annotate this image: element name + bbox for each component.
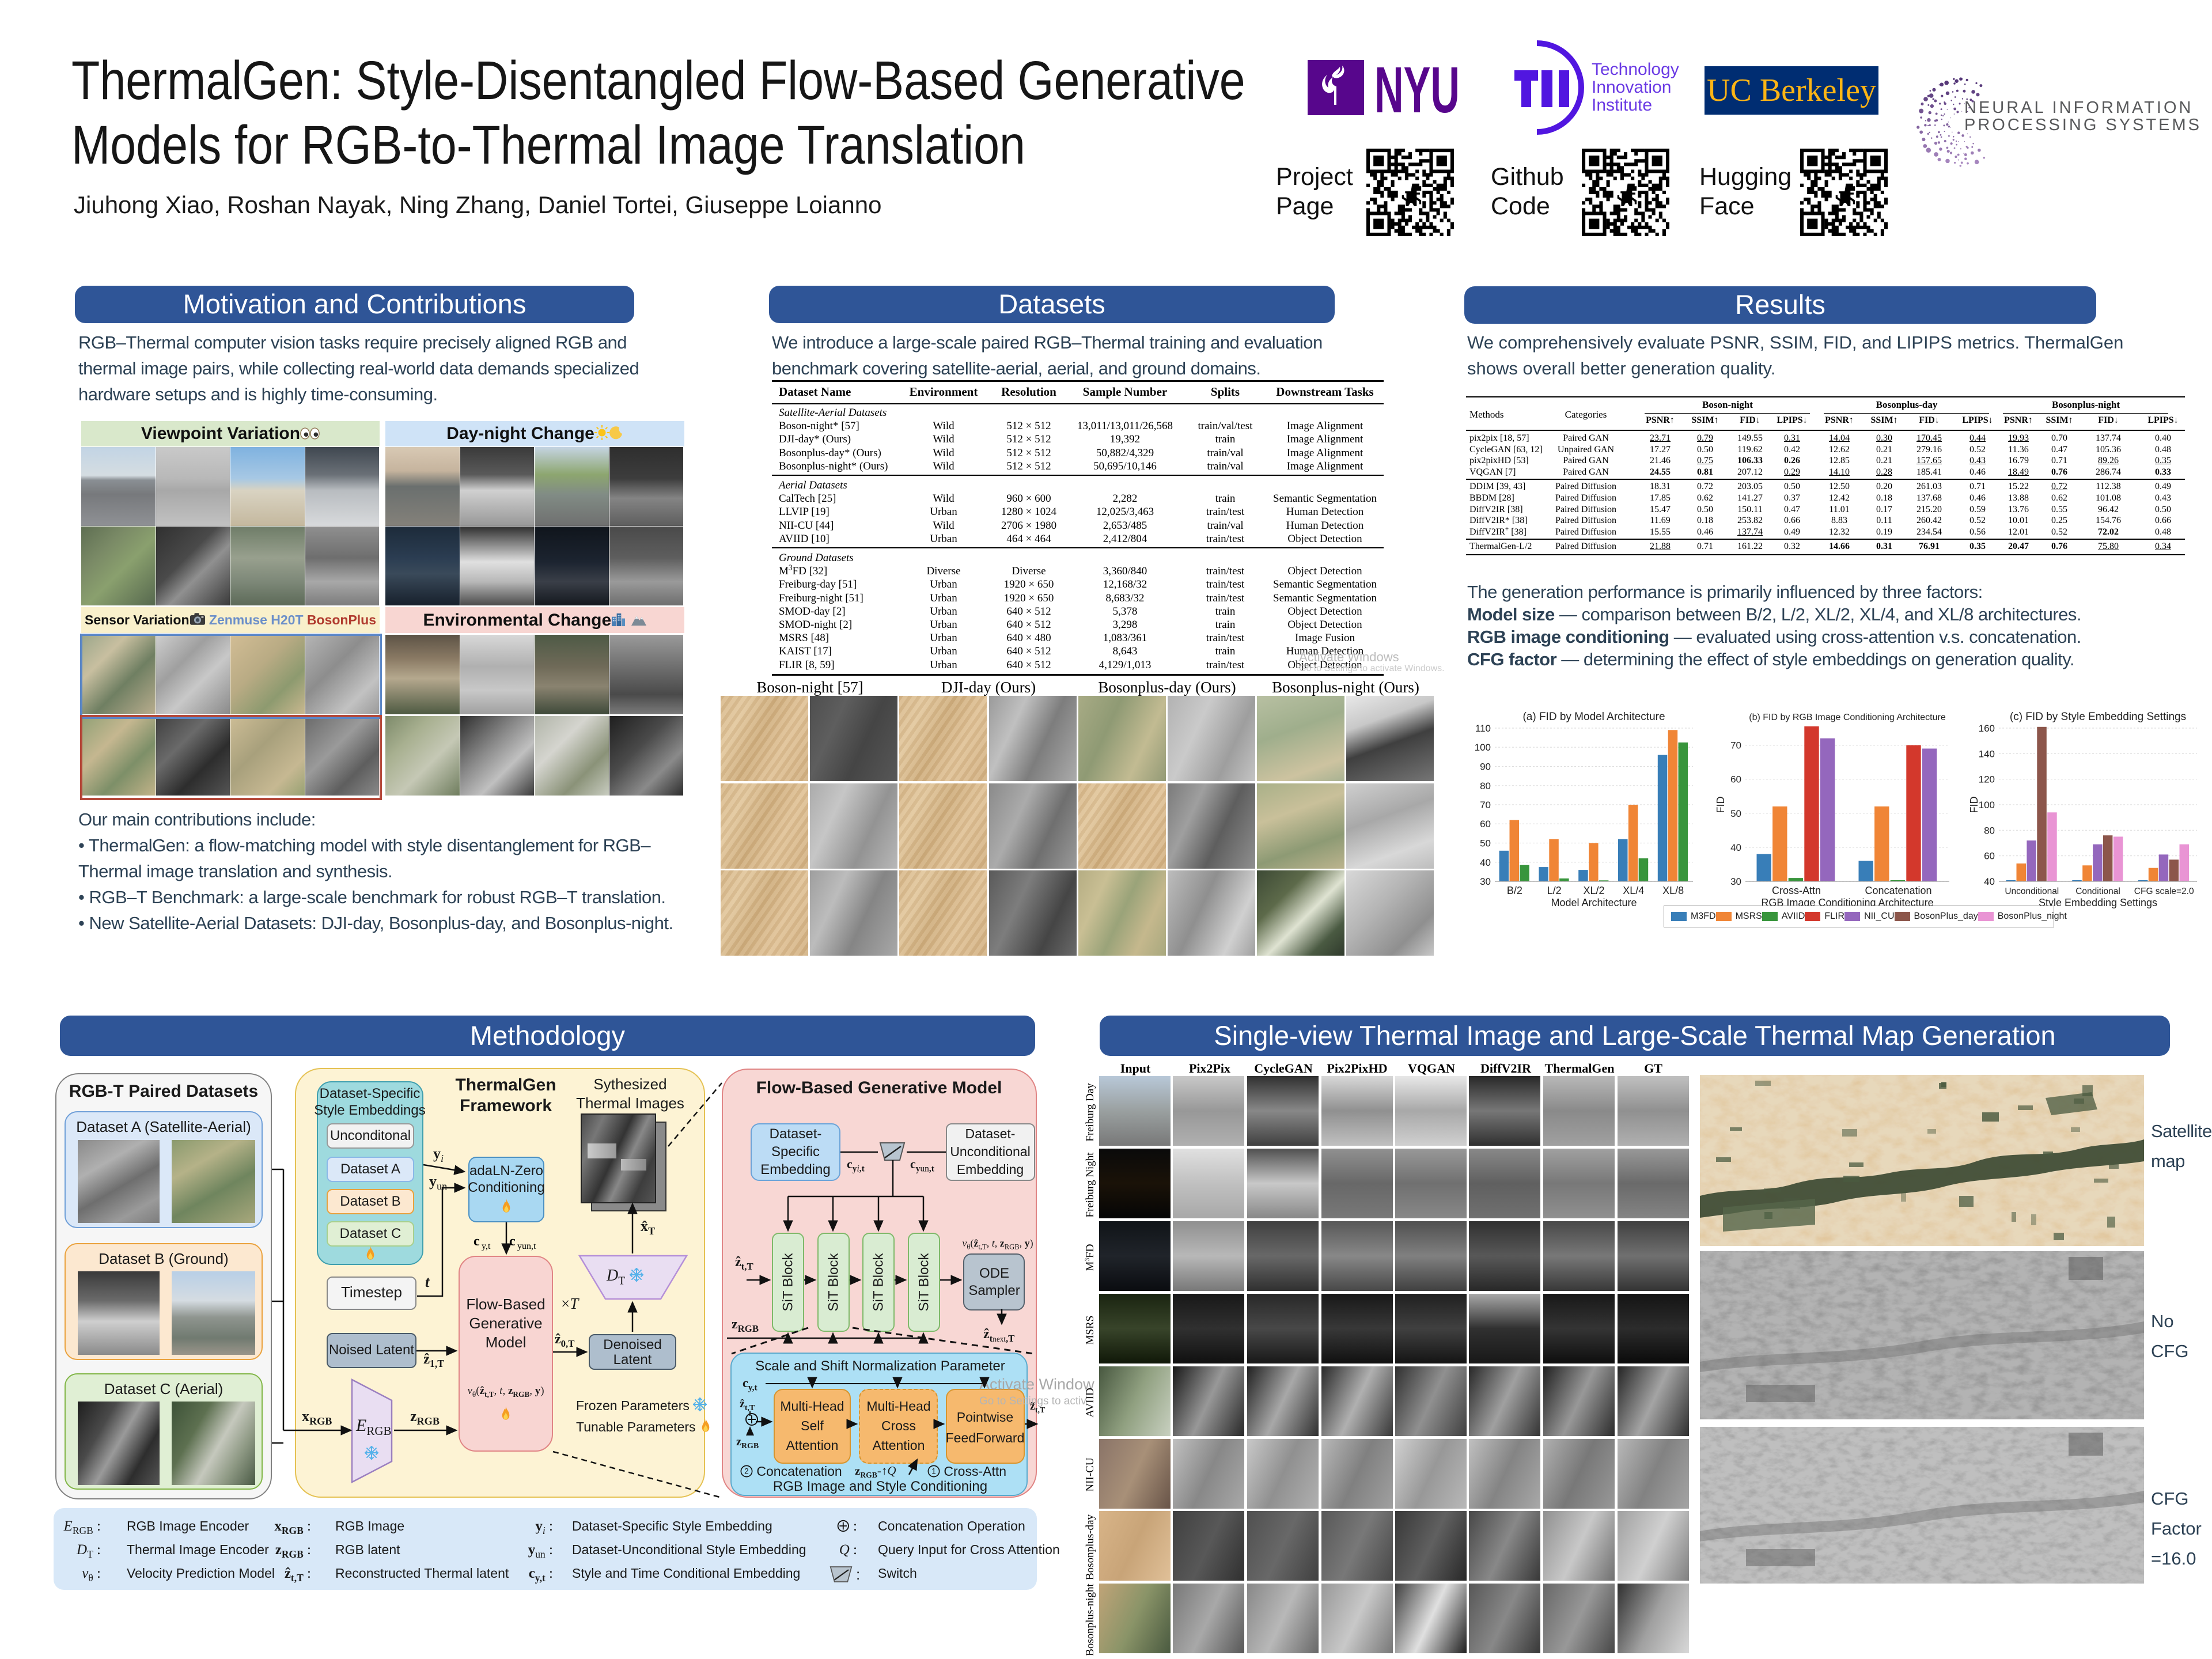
svg-text:110: 110 (1475, 723, 1491, 734)
svg-text:Concatenation: Concatenation (1865, 885, 1931, 896)
svg-text:XL/8: XL/8 (1662, 885, 1684, 896)
svg-text:(a) FID by Model Architecture: (a) FID by Model Architecture (1522, 711, 1665, 723)
svg-text:c: c (474, 1234, 480, 1249)
svg-text:L/2: L/2 (1547, 885, 1562, 896)
svg-text:yun,t: yun,t (517, 1241, 536, 1251)
svg-text:FID: FID (1970, 797, 1980, 813)
svg-text:Model Architecture: Model Architecture (1551, 897, 1637, 908)
svg-text:CFG scale=2.0: CFG scale=2.0 (2134, 887, 2194, 896)
svg-text:50: 50 (1730, 808, 1741, 819)
svg-text:Unconditional: Unconditional (2005, 887, 2059, 896)
svg-text:40: 40 (1730, 842, 1741, 853)
svg-text:Style Embedding Settings: Style Embedding Settings (2039, 897, 2157, 908)
svg-text:XL/4: XL/4 (1623, 885, 1644, 896)
svg-text:c: c (509, 1234, 516, 1249)
svg-text:60: 60 (1730, 774, 1741, 785)
svg-text:100: 100 (1475, 742, 1491, 753)
svg-text:160: 160 (1979, 723, 1995, 734)
svg-text:40: 40 (1984, 876, 1995, 887)
svg-text:70: 70 (1730, 740, 1741, 751)
svg-text:50: 50 (1480, 838, 1491, 849)
svg-text:70: 70 (1480, 800, 1491, 810)
svg-text:60: 60 (1480, 819, 1491, 830)
svg-text:80: 80 (1480, 781, 1491, 791)
svg-text:XL/2: XL/2 (1583, 885, 1604, 896)
svg-text:y,t: y,t (482, 1241, 491, 1251)
svg-text:(b) FID by RGB Image Condition: (b) FID by RGB Image Conditioning Archit… (1749, 713, 1946, 722)
svg-text:Cross-Attn: Cross-Attn (1772, 885, 1821, 896)
svg-text:80: 80 (1984, 825, 1995, 836)
svg-text:140: 140 (1979, 748, 1995, 759)
svg-text:90: 90 (1480, 762, 1491, 772)
svg-text:40: 40 (1480, 857, 1491, 868)
svg-text:60: 60 (1984, 851, 1995, 862)
svg-text:100: 100 (1979, 800, 1995, 810)
svg-text:FID: FID (1717, 797, 1726, 813)
svg-text:120: 120 (1979, 774, 1995, 785)
svg-text:B/2: B/2 (1507, 885, 1522, 896)
svg-text:Conditional: Conditional (2075, 887, 2120, 896)
svg-text:(c) FID by Style Embedding Set: (c) FID by Style Embedding Settings (2010, 711, 2186, 723)
svg-text:30: 30 (1730, 876, 1741, 887)
svg-text:30: 30 (1480, 876, 1491, 887)
